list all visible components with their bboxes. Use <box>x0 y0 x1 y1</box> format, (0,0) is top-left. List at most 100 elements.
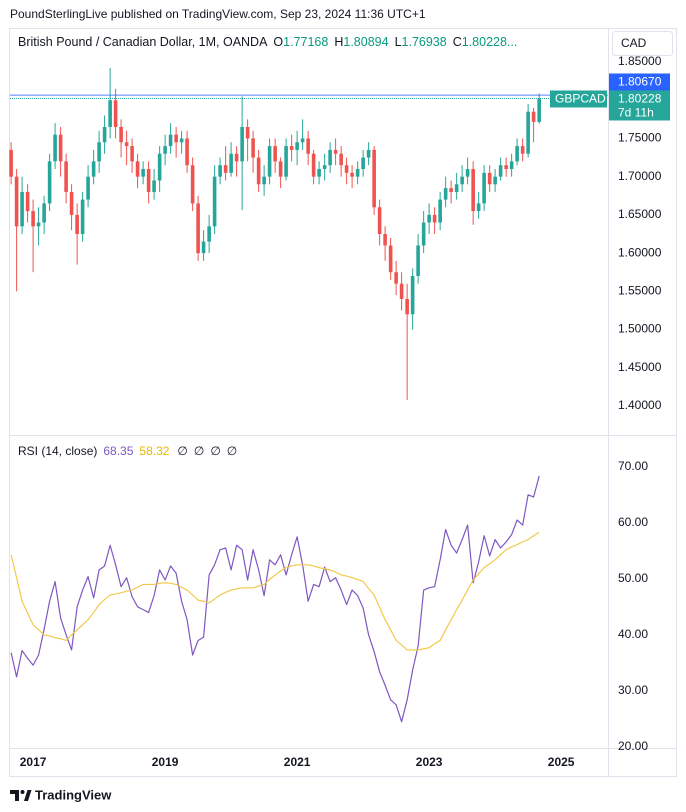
y-tick-label: 1.60000 <box>618 245 662 259</box>
ohlc-label: O <box>273 35 283 49</box>
candle-body <box>454 184 459 192</box>
high-value: 1.80894 <box>343 35 388 49</box>
y-tick-label: 1.70000 <box>618 169 662 183</box>
candle-body <box>278 161 283 177</box>
line-series <box>10 531 540 651</box>
candle-body <box>438 199 442 223</box>
y-tick-label: 30.00 <box>618 683 648 697</box>
symbol-badge <box>550 90 607 108</box>
candle-body <box>520 146 525 154</box>
candle-body <box>339 153 343 166</box>
last-price-badge <box>609 90 670 121</box>
candle-body <box>498 165 503 177</box>
y-tick-label: 1.65000 <box>618 207 662 221</box>
candle-body <box>190 165 195 204</box>
candle-body <box>212 176 217 227</box>
candle-body <box>185 138 189 166</box>
candle-body <box>383 233 387 246</box>
candle-body <box>152 180 156 192</box>
rsi-legend: RSI (14, close) 68.35 58.32 ∅ ∅ ∅ ∅ <box>18 444 237 458</box>
close-value: 1.80228 <box>462 35 507 49</box>
candle-body <box>465 169 470 177</box>
candle-body <box>229 153 233 173</box>
candle-body <box>163 146 167 154</box>
x-tick-label: 2017 <box>20 755 47 769</box>
ohlc-more: ... <box>507 35 517 49</box>
candle-body <box>361 157 365 170</box>
logo-part <box>20 790 25 794</box>
candle-body <box>416 245 420 277</box>
candle-body <box>432 214 437 223</box>
candle-body <box>515 146 519 162</box>
candle-body <box>97 142 101 162</box>
candle-body <box>350 172 354 177</box>
currency-label[interactable]: CAD <box>621 36 647 50</box>
candle-body <box>240 126 244 162</box>
candle-body <box>344 165 349 173</box>
rsi-extra: ∅ <box>227 444 237 458</box>
candle-body <box>256 157 261 185</box>
candle-body <box>487 172 492 185</box>
candle-body <box>124 142 129 147</box>
candle-body <box>328 149 332 166</box>
candle-body <box>273 146 277 162</box>
candle-body <box>234 153 239 162</box>
candle-body <box>25 191 30 212</box>
x-tick-label: 2021 <box>284 755 311 769</box>
candle-body <box>58 134 63 162</box>
candle-body <box>64 161 68 192</box>
candle-body <box>449 188 453 192</box>
candle-body <box>509 161 514 170</box>
candle-body <box>218 165 222 177</box>
candle-body <box>394 272 398 284</box>
candle-body <box>102 126 107 143</box>
price-level-badge <box>609 73 670 91</box>
currency-button[interactable] <box>612 31 673 56</box>
countdown-label: 7d 11h <box>618 106 654 120</box>
candle-body <box>119 126 123 143</box>
rsi-value: 68.35 <box>103 444 133 458</box>
x-tick-label: 2025 <box>548 755 575 769</box>
candle-body <box>20 191 24 227</box>
low-value: 1.76938 <box>402 35 447 49</box>
candle-body <box>80 199 85 234</box>
candle-body <box>372 149 376 208</box>
y-tick-label: 1.50000 <box>618 322 662 336</box>
candle-body <box>377 207 382 234</box>
labels: 1.40000 1.45000 1.50000 1.55000 1.60000 1.650… <box>20 54 670 769</box>
candle-body <box>157 153 162 181</box>
candle-body <box>421 222 426 246</box>
candle-body <box>223 165 228 173</box>
candle-body <box>493 176 497 185</box>
logo-part <box>24 790 32 801</box>
y-tick-label: 40.00 <box>618 627 648 641</box>
candle-body <box>295 142 299 150</box>
rsi-extra: ∅ <box>194 444 204 458</box>
symbol-label: GBPCAD <box>555 92 606 106</box>
candle-body <box>300 138 305 143</box>
ohlc-label: C <box>453 35 462 49</box>
candle-body <box>537 98 541 122</box>
ohlc-label: H <box>334 35 343 49</box>
last-price-label: 1.80228 <box>618 92 662 106</box>
y-tick-label: 60.00 <box>618 515 648 529</box>
candle-body <box>168 134 173 147</box>
rsi-ma-value: 58.32 <box>139 444 169 458</box>
logo-part <box>10 790 19 801</box>
candle-body <box>47 161 52 204</box>
candle-body <box>526 111 530 154</box>
y-tick-label: 50.00 <box>618 571 648 585</box>
candle-body <box>504 165 508 170</box>
candle-body <box>146 169 151 192</box>
legend-line: British Pound / Canadian Dollar, 1M, OAN… <box>18 35 517 49</box>
candle-body <box>317 169 321 177</box>
tradingview-logo <box>10 790 32 801</box>
candle-body <box>388 245 393 273</box>
candle-body <box>355 169 360 177</box>
y-tick-label: 1.40000 <box>618 398 662 412</box>
candle-body <box>75 214 79 234</box>
candle-body <box>410 276 415 315</box>
candle-body <box>443 188 448 200</box>
